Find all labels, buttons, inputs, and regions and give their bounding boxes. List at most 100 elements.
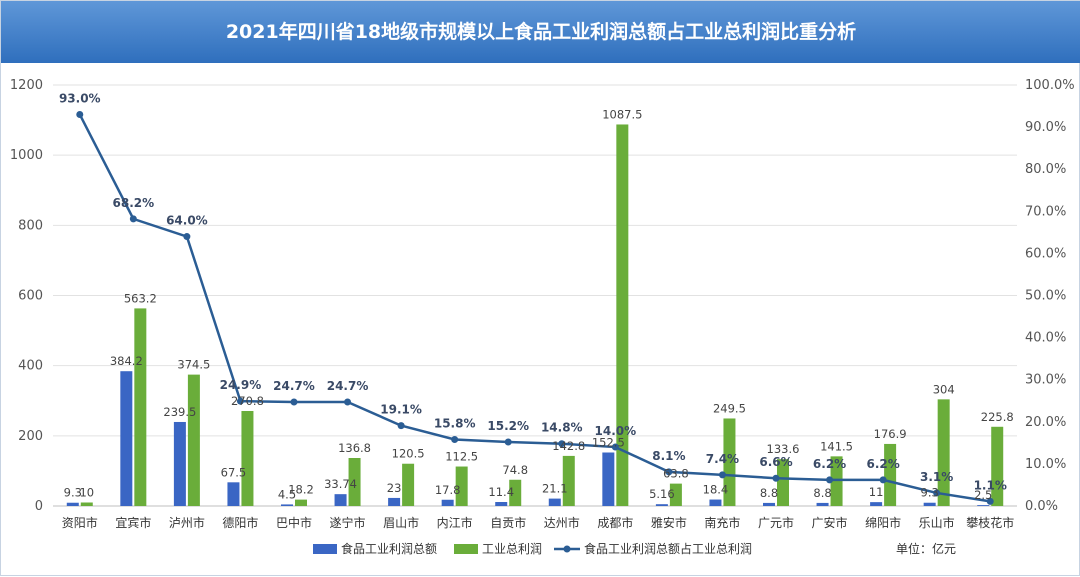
line-share-point (558, 440, 566, 448)
x-category-label: 南充市 (704, 515, 740, 530)
share-percent-label: 6.6% (759, 455, 792, 469)
food-profit-label: 5.16 (649, 487, 675, 501)
x-category-label: 泸州市 (169, 515, 205, 530)
food-profit-label: 21.1 (542, 482, 568, 496)
y-right-tick-label: 40.0% (1025, 331, 1066, 346)
bar-food-profit (816, 502, 829, 506)
share-percent-label: 19.1% (380, 403, 422, 417)
x-category-label: 攀枝花市 (966, 515, 1014, 530)
bar-food-profit (655, 504, 668, 506)
total-profit-label: 270.8 (231, 394, 264, 408)
line-share-point (451, 435, 459, 443)
food-profit-label: 9.3 (921, 486, 939, 500)
line-share-point (129, 215, 137, 223)
bar-total-profit (723, 418, 736, 506)
line-share-point (504, 438, 512, 446)
y-right-tick-label: 90.0% (1025, 120, 1066, 135)
share-percent-label: 24.9% (220, 378, 262, 392)
bar-total-profit (241, 410, 254, 506)
bar-food-profit (977, 505, 990, 506)
total-profit-label: 120.5 (392, 447, 425, 461)
total-profit-label: 112.5 (445, 450, 478, 464)
food-profit-label: 18.4 (703, 483, 729, 497)
bar-food-profit (709, 499, 722, 506)
bar-total-profit (455, 466, 468, 506)
bar-food-profit (763, 502, 775, 506)
line-share-point (344, 398, 352, 406)
bar-total-profit (669, 483, 682, 506)
legend-swatch-total-profit (454, 544, 478, 554)
share-percent-label: 68.2% (113, 196, 155, 210)
bar-food-profit (923, 502, 936, 506)
x-category-label: 乐山市 (919, 515, 955, 530)
legend-label-total-profit: 工业总利润 (482, 542, 542, 556)
bar-total-profit (937, 399, 950, 506)
y-right-tick-label: 20.0% (1025, 415, 1066, 430)
total-profit-label: 10 (79, 485, 94, 499)
total-profit-label: 304 (933, 382, 955, 396)
share-percent-label: 1.1% (974, 478, 1007, 492)
share-percent-label: 7.4% (706, 452, 739, 466)
line-share-point (397, 422, 405, 430)
y-right-tick-label: 60.0% (1025, 246, 1066, 261)
food-profit-label: 8.8 (813, 486, 831, 500)
y-right-tick-label: 30.0% (1025, 373, 1066, 388)
line-share-point (718, 471, 726, 479)
bar-food-profit (602, 452, 615, 506)
share-percent-label: 93.0% (59, 91, 101, 105)
total-profit-label: 74.8 (502, 463, 528, 477)
food-profit-label: 4.5 (278, 487, 296, 501)
bar-total-profit (777, 459, 789, 506)
share-percent-label: 24.7% (273, 379, 315, 393)
food-profit-label: 11 (869, 485, 884, 499)
line-share-point (772, 474, 780, 482)
bar-food-profit (334, 494, 347, 506)
total-profit-label: 141.5 (820, 439, 853, 453)
line-share-point (665, 468, 673, 476)
bar-total-profit (830, 456, 843, 506)
share-percent-label: 14.0% (595, 424, 637, 438)
y-right-tick-label: 70.0% (1025, 204, 1066, 219)
x-category-label: 自贡市 (490, 515, 526, 530)
food-profit-label: 33.74 (324, 477, 357, 491)
food-profit-label: 9.3 (64, 486, 82, 500)
line-share-point (986, 497, 994, 505)
line-share-point (290, 398, 298, 406)
total-profit-label: 563.2 (124, 291, 157, 305)
y-left-tick-label: 200 (18, 429, 43, 444)
total-profit-label: 374.5 (177, 358, 210, 372)
x-category-label: 内江市 (437, 515, 473, 530)
total-profit-label: 176.9 (874, 427, 907, 441)
x-category-label: 眉山市 (383, 515, 419, 530)
line-share-point (76, 110, 84, 118)
line-share-point (236, 397, 244, 405)
chart-title: 2021年四川省18地级市规模以上食品工业利润总额占工业总利润比重分析 (1, 1, 1080, 63)
bar-total-profit (187, 374, 200, 506)
share-percent-label: 8.1% (652, 449, 685, 463)
bar-food-profit (173, 421, 186, 506)
bar-food-profit (281, 504, 293, 506)
x-category-label: 宜宾市 (115, 515, 151, 530)
line-share-point (879, 476, 887, 484)
bar-food-profit (227, 482, 240, 506)
unit-note: 单位：亿元 (896, 541, 956, 556)
share-percent-label: 24.7% (327, 379, 369, 393)
legend-swatch-food-profit (313, 544, 337, 554)
bar-food-profit (120, 371, 133, 506)
x-category-label: 遂宁市 (330, 515, 366, 530)
share-percent-label: 6.2% (813, 457, 846, 471)
legend-label-food-profit: 食品工业利润总额 (341, 541, 437, 556)
share-percent-label: 64.0% (166, 214, 208, 228)
total-profit-label: 1087.5 (602, 107, 642, 121)
bar-food-profit (548, 498, 561, 506)
share-percent-label: 3.1% (920, 470, 953, 484)
share-percent-label: 6.2% (866, 457, 899, 471)
total-profit-label: 18.2 (288, 483, 314, 497)
x-category-label: 广安市 (812, 515, 848, 530)
y-left-tick-label: 1000 (10, 148, 43, 163)
line-share-point (611, 443, 619, 451)
total-profit-label: 142.8 (552, 439, 585, 453)
bar-food-profit (388, 497, 401, 506)
legend-label-share: 食品工业利润总额占工业总利润 (584, 541, 752, 556)
